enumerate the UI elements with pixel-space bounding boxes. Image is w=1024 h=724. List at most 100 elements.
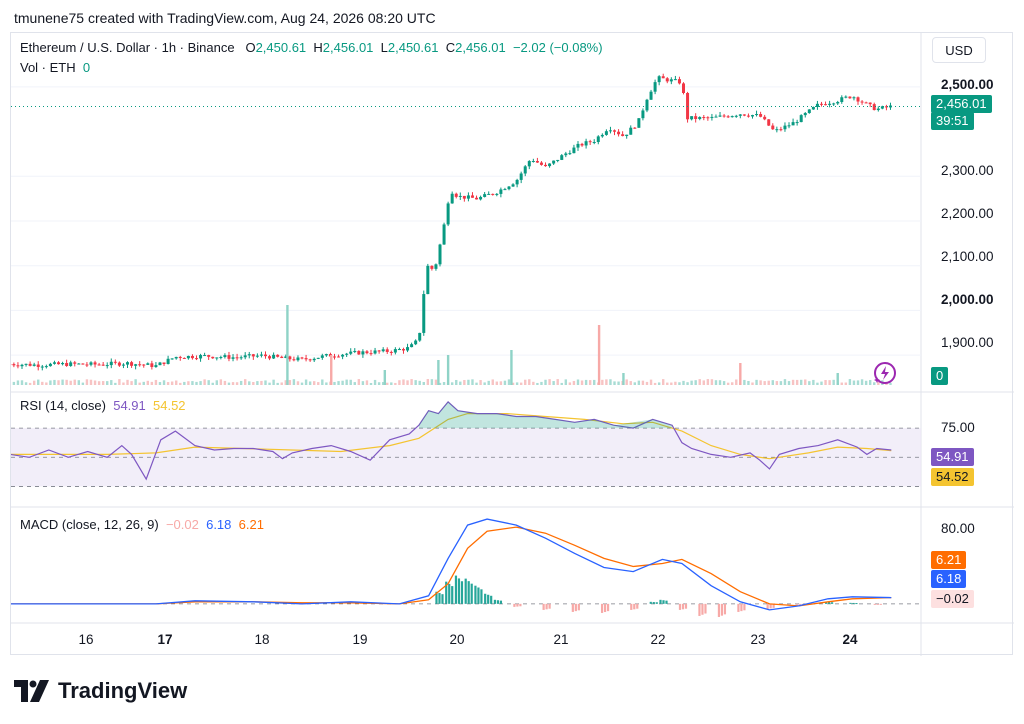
currency-button[interactable]: USD bbox=[932, 37, 986, 63]
volume-bar bbox=[365, 380, 369, 385]
candle-body bbox=[495, 193, 499, 195]
volume-bar bbox=[544, 379, 547, 385]
candle-body bbox=[755, 114, 759, 116]
open-label: O bbox=[245, 40, 256, 55]
macd-label[interactable]: MACD (close, 12, 26, 9) bbox=[20, 517, 159, 532]
volume-bar bbox=[219, 379, 223, 385]
candle-body bbox=[730, 116, 734, 118]
candle-body bbox=[292, 359, 296, 361]
candle-body bbox=[535, 160, 539, 163]
volume-bar bbox=[848, 379, 852, 385]
candle-body bbox=[661, 76, 665, 79]
tradingview-logo[interactable]: TradingView bbox=[14, 678, 187, 704]
volume-bar bbox=[564, 379, 568, 385]
volume-bar bbox=[682, 380, 685, 385]
macd-histogram-bar bbox=[445, 581, 448, 604]
volume-bar bbox=[106, 381, 109, 385]
volume-bar bbox=[235, 382, 239, 385]
symbol-name[interactable]: Ethereum / U.S. Dollar · 1h · Binance bbox=[20, 40, 235, 55]
volume-bar bbox=[702, 380, 705, 385]
volume-bar bbox=[467, 379, 470, 385]
volume-bar bbox=[227, 382, 231, 385]
candle-body bbox=[381, 349, 385, 352]
candle-body bbox=[803, 113, 807, 116]
volume-bar bbox=[361, 381, 365, 385]
volume-bar bbox=[674, 381, 677, 385]
macd-histogram-bar bbox=[571, 603, 574, 612]
volume-bar bbox=[588, 380, 592, 385]
candle-body bbox=[576, 143, 580, 148]
volume-bar bbox=[333, 381, 336, 385]
candle-body bbox=[617, 131, 621, 135]
macd-signal-tag: 6.21 bbox=[931, 551, 967, 569]
volume-bar bbox=[118, 379, 121, 385]
candle-body bbox=[73, 362, 77, 364]
volume-bar bbox=[296, 381, 300, 385]
macd-histogram-bar bbox=[513, 603, 516, 607]
time-tick: 17 bbox=[157, 632, 173, 647]
macd-histogram-bar bbox=[577, 603, 580, 611]
candle-body bbox=[57, 362, 61, 365]
brand-name: TradingView bbox=[58, 678, 188, 703]
candle-body bbox=[345, 353, 349, 355]
candle-body bbox=[178, 356, 182, 358]
volume-bar bbox=[373, 379, 377, 385]
lightning-icon[interactable] bbox=[870, 360, 898, 388]
volume-bar bbox=[446, 355, 450, 385]
volume-bar bbox=[576, 379, 580, 385]
candle-body bbox=[475, 197, 479, 200]
rsi-overbought-fill bbox=[418, 401, 673, 429]
volume-legend: Vol · ETH 0 bbox=[20, 60, 90, 75]
candle-body bbox=[337, 356, 341, 358]
candle-body bbox=[36, 364, 40, 367]
chart-canvas[interactable] bbox=[11, 33, 1014, 656]
volume-bar bbox=[795, 379, 799, 385]
volume-label[interactable]: Vol · ETH bbox=[20, 60, 76, 75]
macd-histogram-bar bbox=[470, 583, 473, 604]
candle-body bbox=[694, 116, 698, 120]
time-tick: 21 bbox=[553, 632, 569, 647]
macd-histogram-bar bbox=[474, 585, 477, 604]
macd-legend: MACD (close, 12, 26, 9) −0.02 6.18 6.21 bbox=[20, 517, 264, 532]
volume-bar bbox=[195, 381, 198, 385]
open-value: 2,450.61 bbox=[255, 40, 307, 55]
macd-histogram-bar bbox=[652, 602, 655, 604]
candle-body bbox=[134, 364, 138, 366]
macd-histogram-bar bbox=[490, 595, 493, 604]
volume-bar bbox=[286, 305, 289, 385]
volume-bar bbox=[475, 382, 478, 385]
time-tick: 24 bbox=[842, 632, 858, 647]
candle-body bbox=[207, 355, 211, 357]
macd-histogram-bar bbox=[879, 603, 882, 605]
volume-bar bbox=[560, 382, 563, 385]
macd-histogram-bar bbox=[701, 603, 704, 615]
volume-bar bbox=[142, 381, 145, 385]
volume-bar bbox=[868, 380, 872, 385]
candle-body bbox=[113, 361, 117, 363]
candle-body bbox=[519, 173, 523, 180]
time-tick: 19 bbox=[352, 632, 368, 647]
volume-bar bbox=[714, 380, 718, 385]
volume-bar bbox=[353, 382, 356, 385]
candle-body bbox=[633, 127, 637, 129]
candle-body bbox=[746, 115, 750, 117]
volume-bar bbox=[556, 379, 559, 385]
volume-bar bbox=[179, 382, 182, 385]
volume-bar bbox=[97, 381, 101, 385]
volume-bar bbox=[836, 373, 839, 385]
volume-bar bbox=[860, 379, 864, 385]
candle-body bbox=[763, 116, 767, 120]
volume-bar bbox=[422, 381, 425, 385]
candle-body bbox=[584, 141, 588, 146]
candle-body bbox=[397, 349, 401, 351]
last-price-tag: 2,456.01 bbox=[931, 95, 992, 113]
candle-body bbox=[235, 357, 239, 359]
volume-bar bbox=[146, 380, 150, 385]
volume-bar bbox=[57, 380, 60, 385]
rsi-label[interactable]: RSI (14, close) bbox=[20, 398, 106, 413]
candle-body bbox=[702, 117, 706, 119]
candle-body bbox=[556, 159, 560, 161]
volume-bar bbox=[629, 381, 632, 385]
volume-bar bbox=[369, 382, 373, 385]
candle-body bbox=[795, 122, 799, 124]
